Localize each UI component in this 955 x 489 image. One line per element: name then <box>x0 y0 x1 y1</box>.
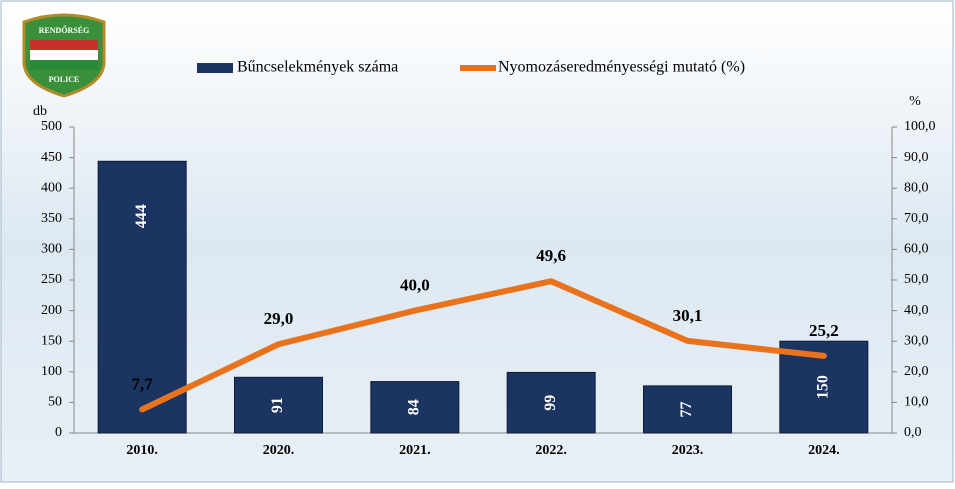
y2-tick-label: 10,0 <box>904 395 929 410</box>
legend-label: Nyomozáseredményességi mutató (%) <box>498 59 745 76</box>
x-tick-label: 2023. <box>672 443 704 458</box>
x-tick-label: 2022. <box>535 443 567 458</box>
y2-tick-label: 90,0 <box>904 150 929 165</box>
y-tick-label: 0 <box>55 425 62 440</box>
line-value-label: 49,6 <box>536 246 566 265</box>
logo: RENDŐRSÉG POLICE <box>24 15 104 96</box>
x-tick-label: 2024. <box>808 443 840 458</box>
line-value-label: 7,7 <box>132 374 154 393</box>
logo-text: POLICE <box>49 75 80 84</box>
y-tick-label: 300 <box>41 242 62 257</box>
bar-value-label: 77 <box>678 401 695 417</box>
bar-value-label: 99 <box>542 395 559 411</box>
logo-text: RENDŐRSÉG <box>39 25 90 35</box>
y2-tick-label: 60,0 <box>904 242 929 257</box>
legend-swatch <box>197 63 233 73</box>
y2-tick-label: 40,0 <box>904 303 929 318</box>
bar-value-label: 91 <box>269 397 286 413</box>
y-tick-label: 500 <box>41 119 62 134</box>
line-value-label: 30,1 <box>673 306 703 325</box>
y2-tick-label: 50,0 <box>904 272 929 287</box>
x-tick-label: 2020. <box>263 443 295 458</box>
legend-label: Bűncselekmények száma <box>237 59 398 76</box>
bar-value-label: 150 <box>815 375 832 399</box>
line-value-label: 29,0 <box>264 309 294 328</box>
y-tick-label: 50 <box>48 395 62 410</box>
line-value-label: 40,0 <box>400 276 430 295</box>
y2-tick-label: 0,0 <box>904 425 922 440</box>
chart: RENDŐRSÉG POLICE db % 0 50 100 150 200 250 300… <box>0 0 955 484</box>
x-tick-label: 2010. <box>126 443 158 458</box>
y2-tick-label: 20,0 <box>904 364 929 379</box>
y2-tick-label: 100,0 <box>904 119 936 134</box>
y2-tick-label: 70,0 <box>904 211 929 226</box>
y-tick-label: 100 <box>41 364 62 379</box>
bar-value-label: 444 <box>133 204 150 228</box>
y2-axis-title: % <box>909 94 921 109</box>
y2-tick-label: 80,0 <box>904 180 929 195</box>
x-tick-label: 2021. <box>399 443 431 458</box>
line-value-label: 25,2 <box>809 321 839 340</box>
y-tick-label: 250 <box>41 272 62 287</box>
y-tick-label: 150 <box>41 333 62 348</box>
y-tick-label: 350 <box>41 211 62 226</box>
y-axis-title: db <box>33 104 47 119</box>
y-tick-label: 200 <box>41 303 62 318</box>
y2-tick-label: 30,0 <box>904 333 929 348</box>
y-tick-label: 400 <box>41 180 62 195</box>
y-tick-label: 450 <box>41 150 62 165</box>
bar-value-label: 84 <box>406 399 423 415</box>
